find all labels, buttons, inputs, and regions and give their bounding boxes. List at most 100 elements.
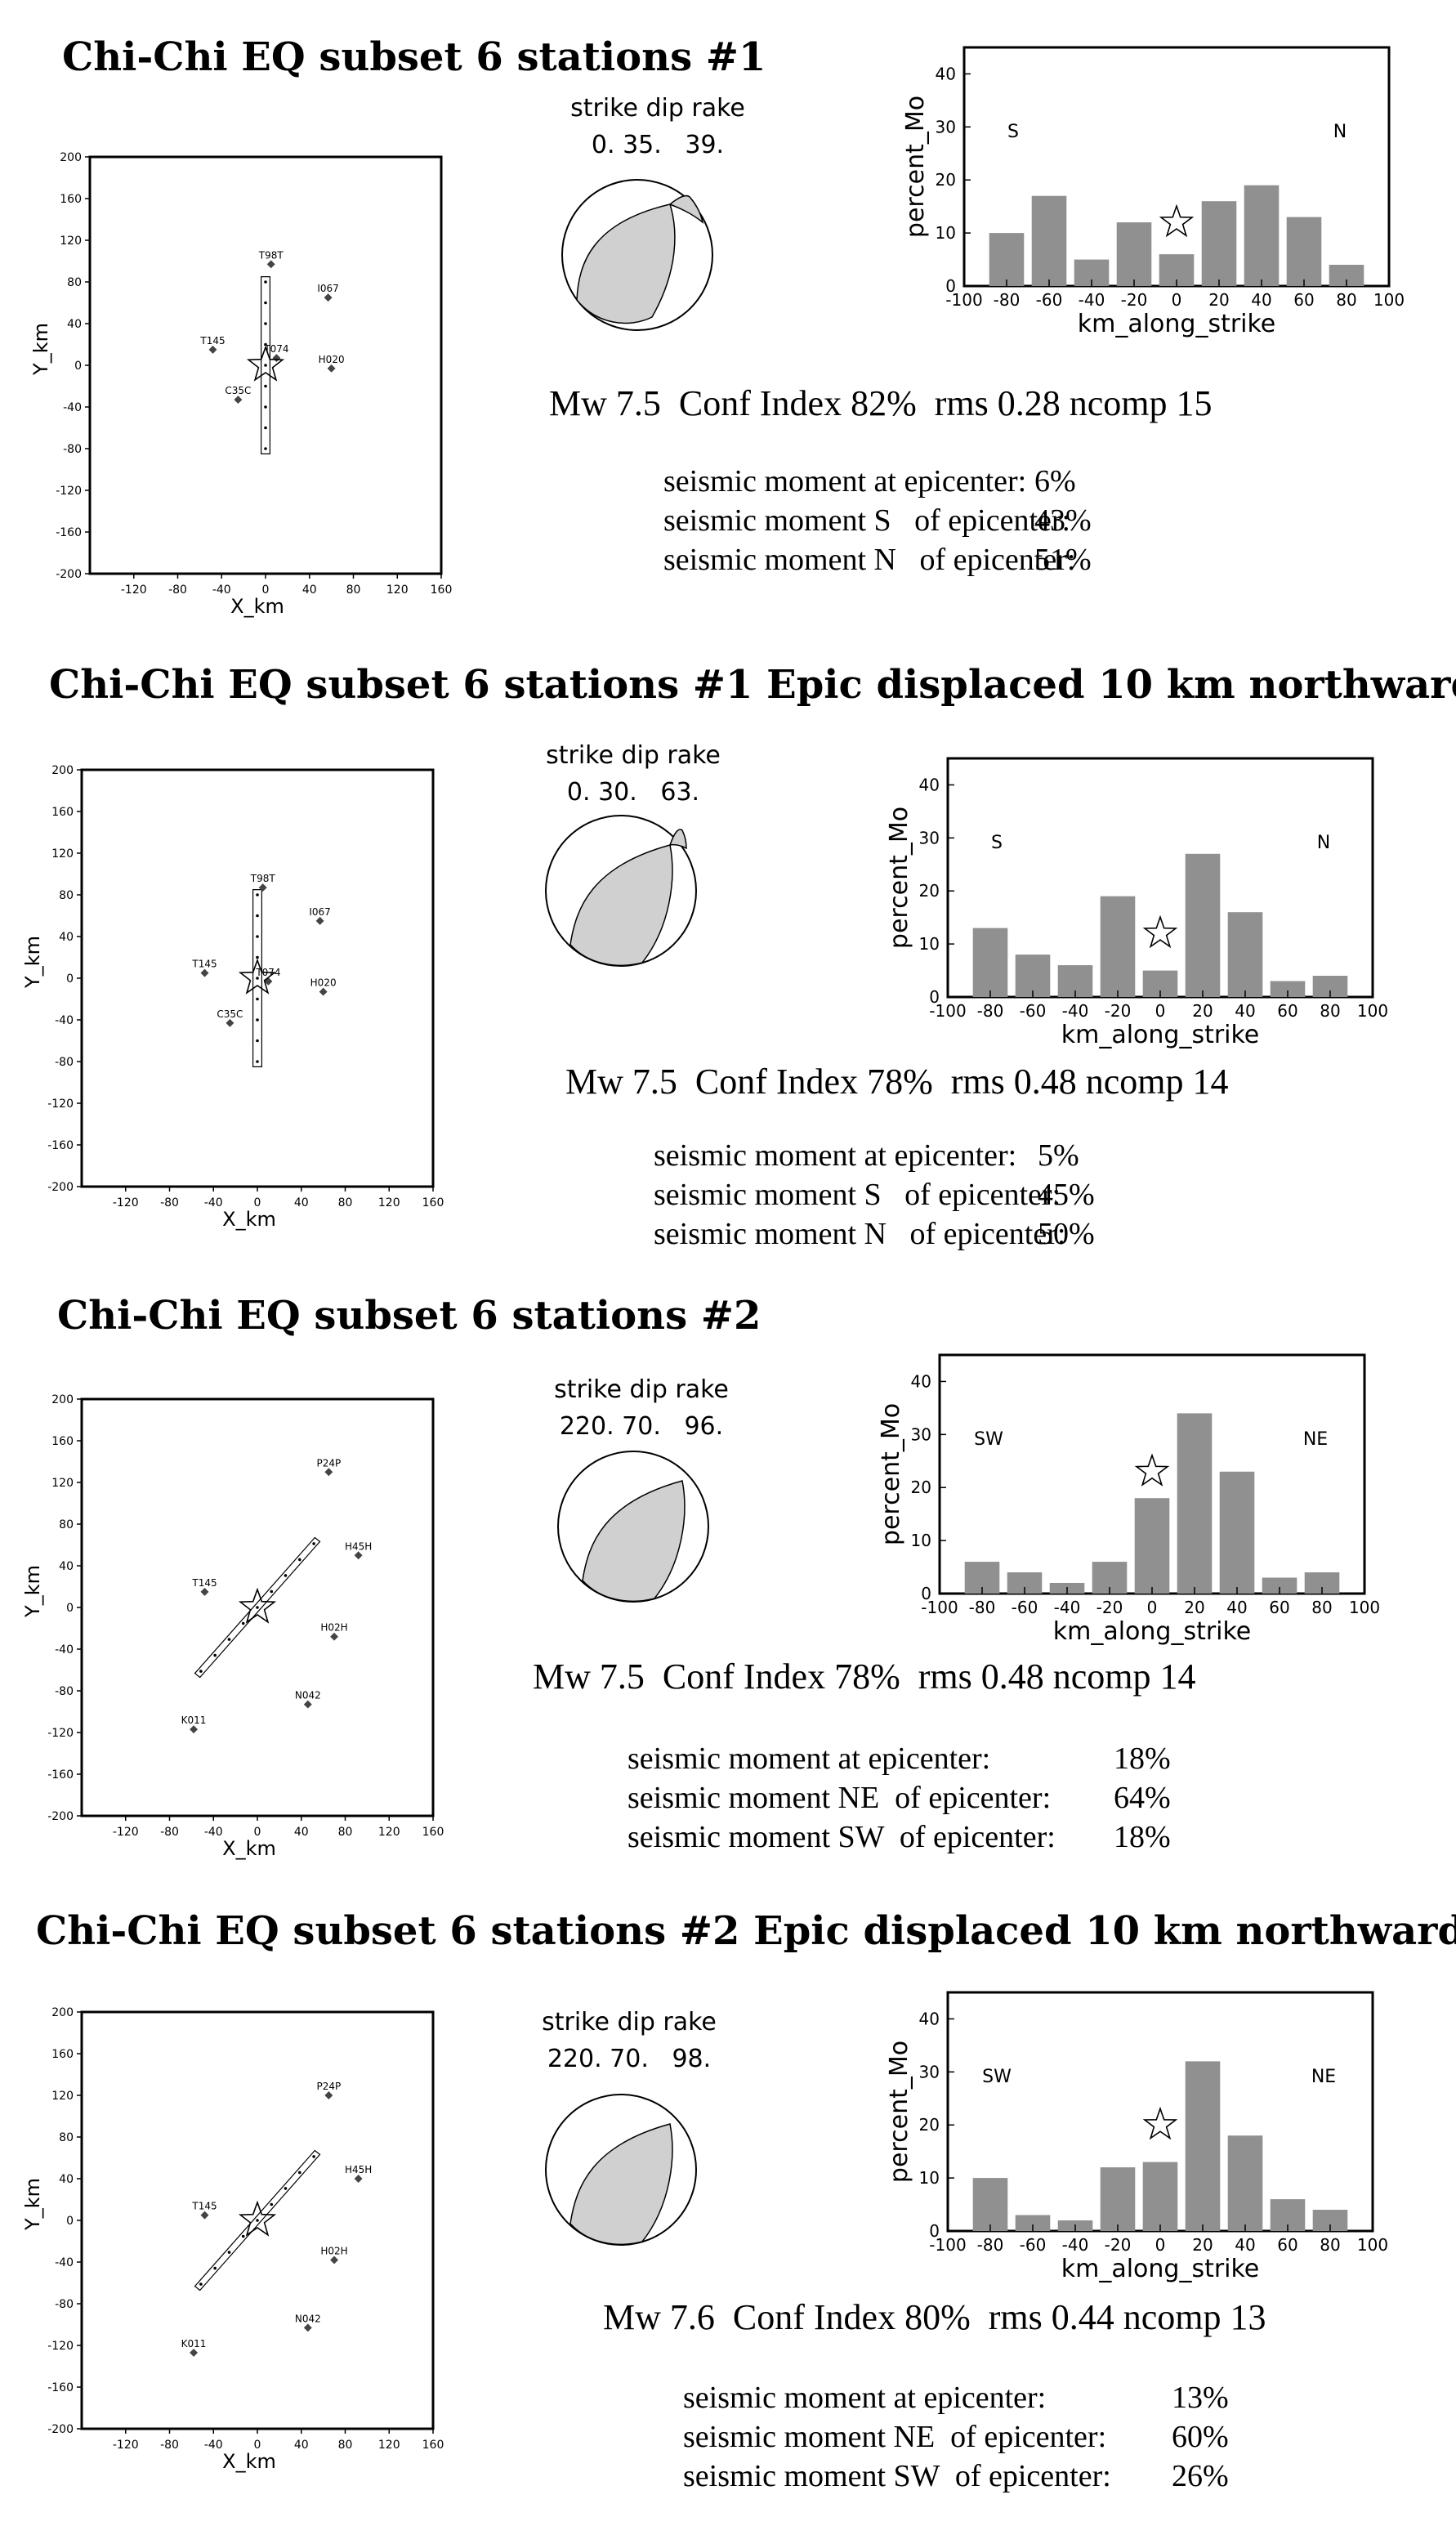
x-axis-label: km_along_strike: [1053, 1617, 1252, 1646]
subfault-point: [256, 914, 259, 918]
y-tick-label: -200: [47, 2423, 74, 2436]
station-label: K011: [181, 1715, 207, 1726]
y-tick-label: 30: [911, 1424, 931, 1444]
histogram-bar: [1143, 2162, 1178, 2231]
stat-label: seismic moment S of epicenter:: [654, 1175, 1061, 1214]
y-tick-label: -40: [55, 2256, 74, 2269]
y-tick-label: -120: [47, 2340, 74, 2353]
subfault-point: [256, 1606, 259, 1609]
y-tick-label: 160: [51, 806, 74, 819]
x-tick-label: -40: [1062, 2235, 1089, 2255]
x-tick-label: 80: [1320, 2235, 1340, 2255]
y-tick-label: 40: [911, 1371, 931, 1391]
x-axis-label: X_km: [222, 1837, 276, 1860]
slip-histogram: 0 10 20 30 40 -100 -80 -60 -40 -20 0 20 40 60 80 100 km_…: [858, 744, 1389, 1071]
station-label: N042: [295, 1690, 321, 1701]
y-tick-label: -80: [63, 443, 82, 456]
x-tick-label: -80: [994, 290, 1021, 310]
stat-value: 13%: [1172, 2378, 1229, 2417]
station-label: I067: [309, 906, 330, 918]
subfault-point: [270, 2203, 274, 2206]
x-tick-label: -80: [168, 583, 187, 597]
x-tick-label: 100: [1373, 290, 1405, 310]
x-tick-label: 40: [1251, 290, 1271, 310]
x-tick-label: -100: [921, 1598, 958, 1617]
y-tick-label: 30: [919, 828, 940, 847]
x-tick-label: -100: [929, 1001, 966, 1021]
station-label: H45H: [345, 1540, 372, 1552]
stat-label: seismic moment NE of epicenter:: [628, 1778, 1051, 1817]
direction-label-right: N: [1317, 833, 1330, 853]
y-tick-label: -40: [55, 1014, 74, 1027]
x-tick-label: 80: [338, 1196, 353, 1209]
subfault-point: [213, 1654, 217, 1657]
y-tick-label: 30: [936, 117, 956, 136]
stat-row: seismic moment N of epicenter: 51%: [663, 540, 1317, 579]
stat-value: 6%: [1034, 462, 1076, 501]
focal-mechanism-beachball: [556, 173, 719, 337]
histogram-bar: [1032, 196, 1067, 286]
mechanism-values: 220. 70. 96.: [515, 1412, 768, 1441]
stat-row: seismic moment N of epicenter: 50%: [654, 1214, 1307, 1254]
x-tick-label: -60: [1036, 290, 1063, 310]
x-axis-label: km_along_strike: [1078, 310, 1276, 338]
subfault-point: [312, 1542, 315, 1545]
y-axis-label: Y_km: [25, 2178, 44, 2231]
histogram-bar: [1186, 2061, 1221, 2231]
x-tick-label: -80: [160, 1196, 179, 1209]
subfault-point: [199, 2282, 203, 2286]
x-tick-label: 20: [1208, 290, 1229, 310]
subfault-point: [256, 1040, 259, 1043]
stat-row: seismic moment SW of epicenter: 18%: [628, 1817, 1363, 1857]
direction-label-right: NE: [1303, 1429, 1328, 1450]
focal-mechanism-beachball: [539, 809, 703, 972]
slip-histogram: 0 10 20 30 40 -100 -80 -60 -40 -20 0 20 40 60 80 100 km_…: [858, 1978, 1389, 2305]
stat-value: 26%: [1172, 2457, 1229, 2496]
station-label: H02H: [320, 2245, 347, 2256]
x-tick-label: -120: [113, 1196, 139, 1209]
station-label: K011: [181, 2338, 207, 2350]
y-tick-label: -120: [47, 1098, 74, 1111]
station-map: 20016012080400-40-80-120-160-200-120 -80-…: [25, 1389, 449, 1863]
subfault-point: [264, 280, 267, 284]
x-tick-label: -80: [977, 1001, 1004, 1021]
x-tick-label: 20: [1192, 1001, 1213, 1021]
moment-stats: seismic moment at epicenter: 5% seismic mo…: [654, 1136, 1307, 1254]
moment-stats: seismic moment at epicenter: 18% seismic m…: [628, 1739, 1363, 1857]
stat-row: seismic moment S of epicenter: 43%: [663, 501, 1317, 540]
x-tick-label: -80: [969, 1598, 996, 1617]
station-label: T145: [191, 959, 217, 970]
y-tick-label: 40: [59, 931, 74, 944]
histogram-bar: [1228, 912, 1263, 997]
x-tick-label: -80: [160, 1826, 179, 1839]
x-tick-label: 0: [1172, 290, 1182, 310]
subfault-point: [298, 2171, 301, 2175]
y-tick-label: -200: [47, 1181, 74, 1194]
panel-title: Chi-Chi EQ subset 6 stations #1: [62, 34, 766, 80]
x-tick-label: -40: [1079, 290, 1105, 310]
mechanism-values: 0. 30. 63.: [507, 778, 760, 807]
x-tick-label: -20: [1105, 2235, 1132, 2255]
y-tick-label: -200: [56, 568, 82, 581]
y-axis-label: percent_Mo: [885, 807, 913, 949]
histogram-bar: [1101, 2167, 1136, 2231]
direction-label-left: SW: [982, 2067, 1012, 2087]
subfault-point: [270, 1590, 274, 1594]
subfault-point: [312, 2155, 315, 2158]
histogram-bar: [1186, 854, 1221, 997]
station-label: C35C: [217, 1008, 243, 1020]
station-map: 20016012080400-40-80-120-160-200-120 -80-…: [25, 2002, 449, 2476]
x-tick-label: 120: [378, 1826, 400, 1839]
y-tick-label: -160: [47, 1768, 74, 1782]
x-tick-label: -20: [1121, 290, 1148, 310]
subfault-point: [284, 1574, 288, 1577]
y-tick-label: 0: [74, 360, 82, 373]
y-tick-label: 20: [936, 170, 956, 190]
subfault-point: [242, 1622, 245, 1625]
stat-value: 43%: [1034, 501, 1092, 540]
y-tick-label: -160: [56, 526, 82, 539]
x-tick-label: -120: [113, 2439, 139, 2452]
x-tick-label: 60: [1293, 290, 1314, 310]
solution-summary: Mw 7.6 Conf Index 80% rms 0.44 ncomp 13: [603, 2296, 1266, 2338]
direction-label-left: SW: [974, 1429, 1003, 1450]
